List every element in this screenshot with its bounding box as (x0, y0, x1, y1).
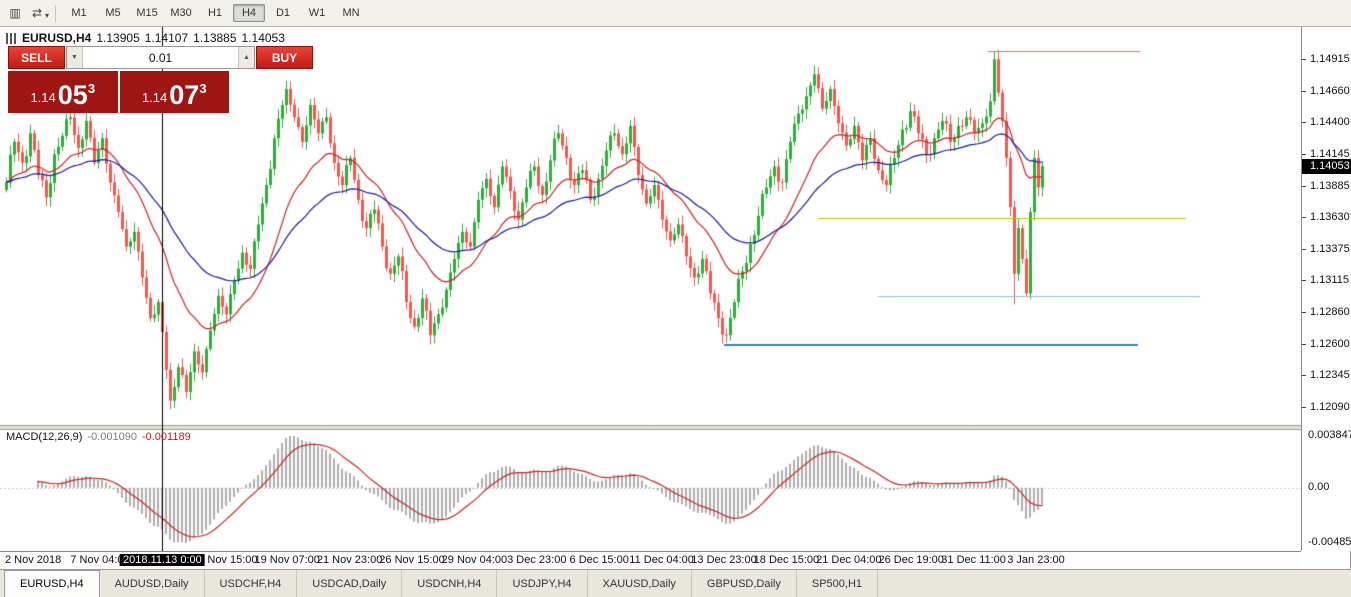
toolbar-divider (55, 4, 57, 22)
timeframe-button-mn[interactable]: MN (342, 7, 360, 19)
dropdown-caret-icon[interactable]: ▾ (45, 10, 50, 20)
ohlc-open: 1.13905 (96, 31, 140, 45)
time-axis-label: 13 Dec 23:00 (691, 554, 757, 566)
ohlc-close: 1.14053 (241, 31, 285, 45)
price-axis-label: 1.13630 (1302, 211, 1350, 224)
sell-price-display[interactable]: 1.14 05 3 (8, 71, 118, 113)
buy-button[interactable]: BUY (256, 46, 313, 69)
macd-signal-value: -0.001189 (141, 431, 191, 443)
price-chart-canvas[interactable] (0, 27, 1301, 551)
price-axis-label: 1.13115 (1302, 274, 1349, 287)
macd-axis-min-label: -0.004856 (1308, 536, 1351, 548)
time-axis-label: 3 Jan 23:00 (1007, 554, 1065, 566)
time-axis-label: 31 Dec 11:00 (941, 554, 1006, 566)
timeframe-button-m5[interactable]: M5 (105, 7, 121, 19)
timeframe-button-d1[interactable]: D1 (275, 7, 291, 19)
macd-axis-max-label: 0.003847 (1308, 429, 1351, 441)
chart-tab-gbpusd[interactable]: GBPUSD,Daily (692, 570, 797, 597)
time-axis-label: 26 Dec 19:00 (878, 554, 944, 566)
one-click-trade-panel: SELL ▼ ▲ BUY 1.14 05 3 1.14 07 3 (8, 46, 313, 113)
chart-symbol-label: EURUSD,H4 (22, 31, 92, 45)
buy-price-whole: 1.14 (141, 90, 168, 105)
price-axis-label: 1.12090 (1302, 401, 1350, 414)
price-axis-label: 1.12345 (1302, 369, 1350, 382)
ohlc-low: 1.13885 (193, 31, 237, 45)
chart-tab-sp500[interactable]: SP500,H1 (797, 570, 879, 597)
price-axis-label: 1.12600 (1302, 338, 1350, 351)
time-axis-label: 21 Dec 04:00 (816, 554, 882, 566)
time-axis-label: 21 Nov 23:00 (316, 554, 383, 566)
time-axis-label: 29 Nov 04:00 (441, 554, 508, 566)
price-axis-label: 1.14915 (1302, 53, 1350, 66)
time-axis-label: 19 Nov 07:00 (254, 554, 320, 566)
macd-label: MACD(12,26,9) (6, 431, 83, 443)
sell-price-whole: 1.14 (30, 90, 56, 105)
toolbar: ▥ ⇄ ▾ M1 M5 M15 M30 H1 H4 D1 W1 MN (0, 0, 1351, 27)
timeframe-button-m30[interactable]: M30 (170, 7, 192, 19)
macd-main-value: -0.001090 (87, 431, 137, 443)
price-axis-label: 1.14660 (1302, 85, 1350, 98)
macd-indicator-info: MACD(12,26,9) -0.001090 -0.001189 (6, 431, 191, 443)
chart-tab-usdchf[interactable]: USDCHF,H4 (205, 570, 298, 597)
time-axis-label: 18 Dec 15:00 (753, 554, 820, 566)
time-axis-label-highlighted: 2018.11.13 0:00 (120, 554, 205, 566)
chart-tab-xauusd[interactable]: XAUUSD,Daily (588, 570, 692, 597)
sell-price-point: 3 (87, 81, 96, 96)
ohlc-high: 1.14107 (144, 31, 189, 45)
chart-tab-bar: EURUSD,H4 AUDUSD,Daily USDCHF,H4 USDCAD,Dai… (0, 569, 1351, 597)
timeframe-button-h4[interactable]: H4 (233, 4, 266, 22)
chart-tab-usdcnh[interactable]: USDCNH,H4 (402, 570, 498, 597)
price-axis-label: 1.12860 (1302, 306, 1350, 319)
price-axis-label: 1.14400 (1302, 116, 1350, 129)
buy-price-point: 3 (199, 81, 207, 96)
volume-box: ▼ ▲ (66, 46, 255, 69)
timeframe-button-h1[interactable]: H1 (207, 7, 223, 19)
time-axis-label: 26 Nov 15:00 (379, 554, 445, 566)
time-axis-label: 11 Dec 04:00 (629, 554, 694, 566)
chart-tab-usdcad[interactable]: USDCAD,Daily (297, 570, 403, 597)
volume-down-button[interactable]: ▼ (67, 47, 83, 68)
chart-info-icon (6, 32, 17, 44)
chart-ohlc-info: EURUSD,H4 1.13905 1.14107 1.13885 1.1405… (6, 31, 285, 45)
buy-price-pips: 07 (169, 80, 200, 110)
volume-input[interactable] (83, 47, 238, 68)
macd-axis-zero-label: 0.00 (1308, 480, 1330, 493)
new-chart-icon[interactable]: ▥ (9, 6, 21, 20)
time-axis[interactable]: 2 Nov 2018 7 Nov 04:00 2018.11.13 0:00 14 N… (0, 551, 1301, 569)
current-price-badge: 1.14053 (1302, 159, 1351, 175)
timeframe-button-w1[interactable]: W1 (308, 7, 326, 19)
price-axis-label: 1.13375 (1302, 243, 1350, 256)
time-axis-label: 7 Nov 04:00 (70, 554, 130, 566)
timeframe-button-group: M1 M5 M15 M30 H1 H4 D1 W1 MN (62, 4, 368, 22)
price-axis[interactable]: 1.14053 0.003847 0.00 -0.004856 1.14915 1… (1301, 27, 1351, 551)
sell-button[interactable]: SELL (8, 46, 65, 69)
timeframe-button-m1[interactable]: M1 (71, 7, 87, 19)
cycle-symbol-icon[interactable]: ⇄ (31, 6, 43, 20)
price-axis-label: 1.14145 (1302, 148, 1350, 161)
volume-up-button[interactable]: ▲ (238, 47, 254, 68)
time-axis-label: 14 Nov 15:00 (192, 554, 258, 566)
price-axis-label: 1.13885 (1302, 180, 1350, 193)
chart-tab-usdjpy[interactable]: USDJPY,H4 (497, 570, 588, 597)
buy-price-display[interactable]: 1.14 07 3 (119, 71, 229, 113)
sell-price-pips: 05 (57, 80, 88, 110)
time-axis-label: 2 Nov 2018 (5, 554, 62, 566)
timeframe-button-m15[interactable]: M15 (136, 7, 158, 19)
time-axis-label: 3 Dec 23:00 (507, 554, 567, 566)
time-axis-label: 6 Dec 15:00 (569, 554, 629, 566)
chart-tab-audusd[interactable]: AUDUSD,Daily (100, 570, 205, 597)
chart-tab-eurusd[interactable]: EURUSD,H4 (4, 570, 100, 597)
